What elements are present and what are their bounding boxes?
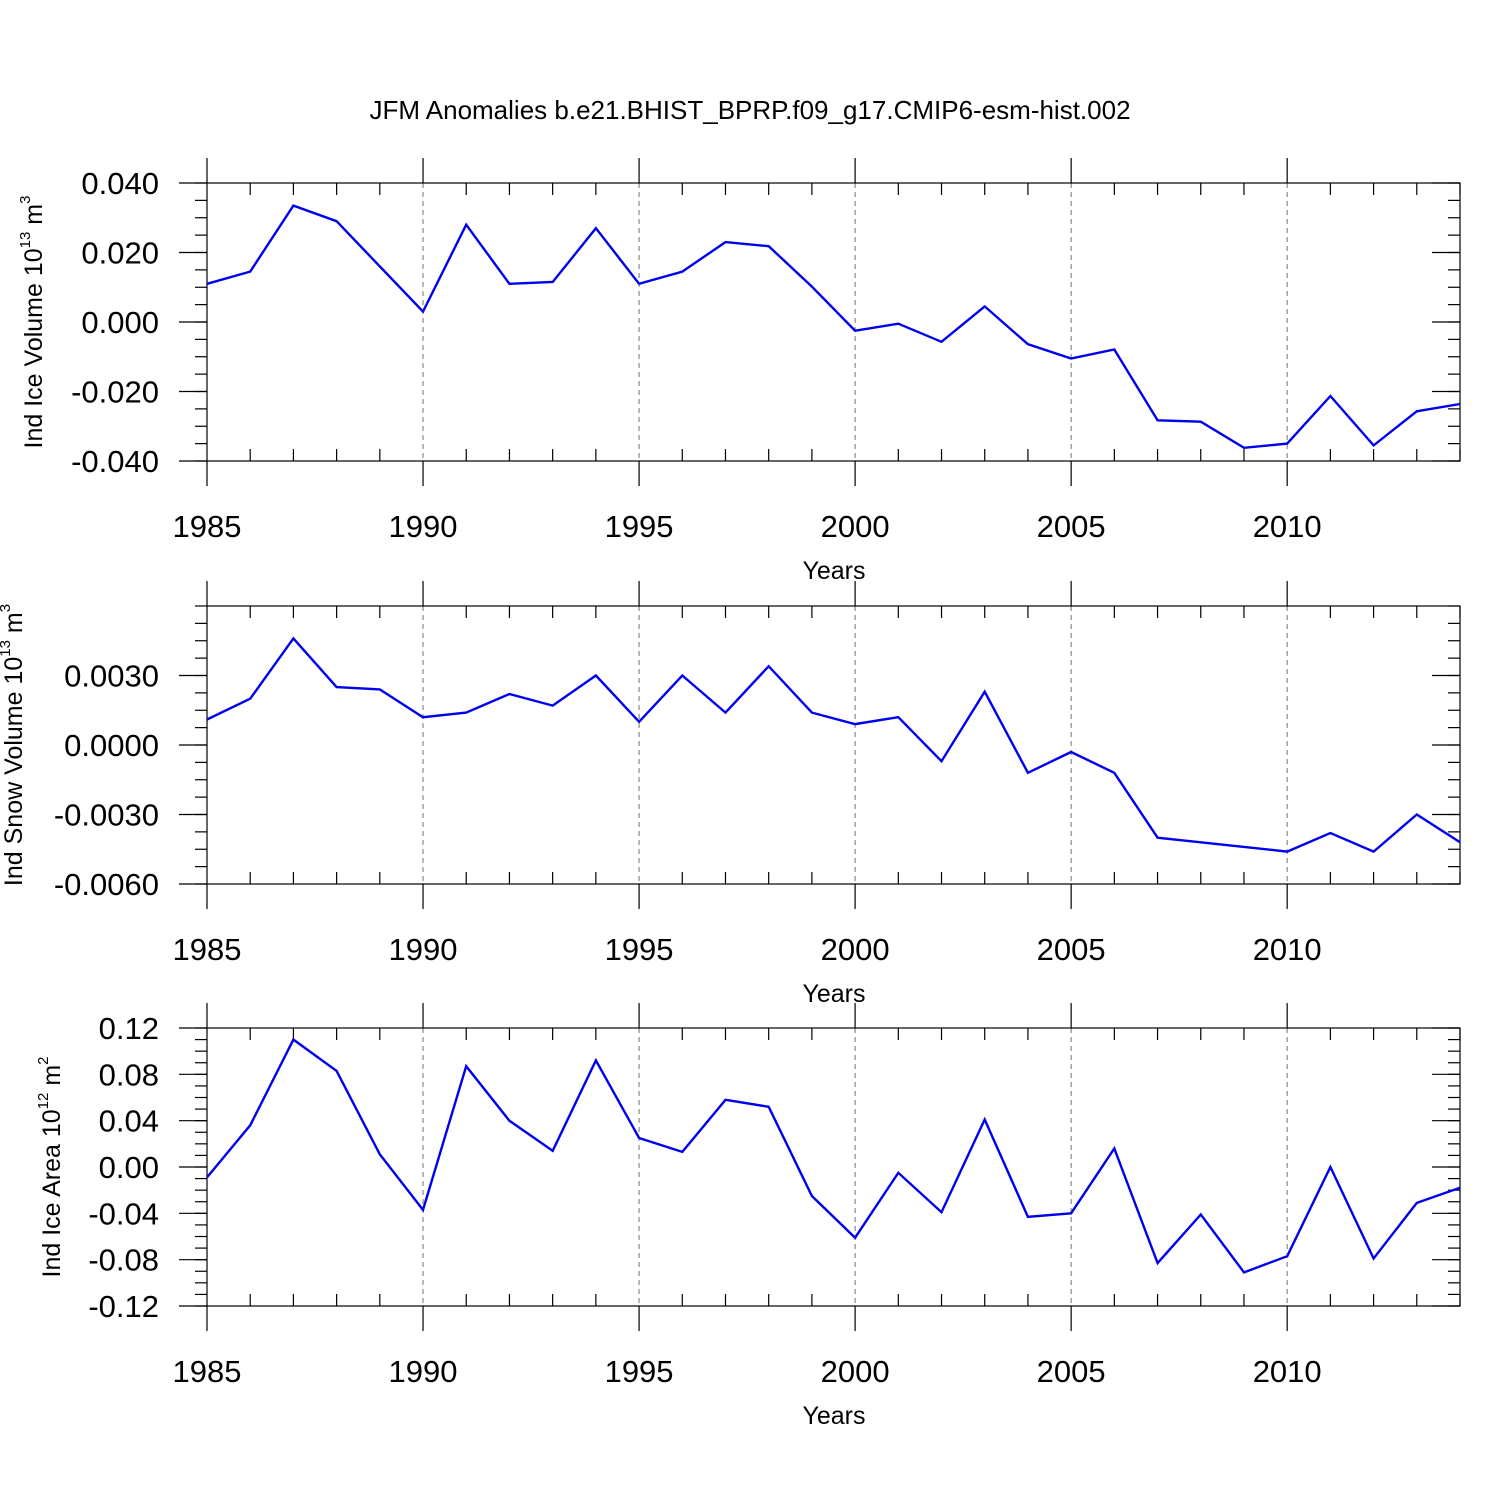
plot-frame <box>206 605 1461 885</box>
y-axis-label: Ind Ice Area 1012 m2 <box>35 1057 66 1278</box>
y-axis-label-text: Ind Snow Volume 10 <box>0 657 28 886</box>
y-axis-label-text: Ind Ice Volume 10 <box>20 248 48 448</box>
y-tick-label: 0.0030 <box>64 659 159 694</box>
y-tick-label: 0.040 <box>81 166 159 201</box>
x-tick-label: 1995 <box>605 932 674 967</box>
x-tick-label: 2000 <box>821 1354 890 1389</box>
y-tick-label: 0.12 <box>99 1011 159 1046</box>
panel-2: 1985 1990 1995 2000 2005 2010 Years 0.0030 0.000… <box>0 581 1461 1008</box>
series-line <box>206 636 1461 853</box>
x-tick-label: 1995 <box>605 1354 674 1389</box>
x-tick-label: 1985 <box>173 1354 242 1389</box>
y-axis-label-unit: m <box>20 204 48 232</box>
y-axis-label-unit-exp: 3 <box>17 196 34 204</box>
y-tick-label: -0.04 <box>88 1196 159 1231</box>
series-line <box>206 1037 1461 1274</box>
y-axis-label-exp: 12 <box>35 1093 52 1110</box>
x-tick-label: 1990 <box>389 932 458 967</box>
x-tick-label: 2010 <box>1253 509 1322 544</box>
y-tick-label: -0.0030 <box>54 798 159 833</box>
y-tick-label: 0.04 <box>99 1104 159 1139</box>
y-axis-label-unit-exp: 2 <box>35 1057 52 1065</box>
x-tick-label: 2000 <box>821 509 890 544</box>
x-tick-label: 1985 <box>173 932 242 967</box>
series-line <box>206 204 1461 450</box>
x-tick-label: 2010 <box>1253 1354 1322 1389</box>
y-tick-label: -0.08 <box>88 1243 159 1278</box>
y-tick-label: 0.00 <box>99 1150 159 1185</box>
plot-frame <box>206 182 1461 462</box>
y-axis-label: Ind Ice Volume 1013 m3 <box>17 196 48 449</box>
x-tick-label: 1985 <box>173 509 242 544</box>
x-axis-label: Years <box>802 1402 865 1430</box>
plot-frame <box>206 1027 1461 1307</box>
x-tick-label: 1990 <box>389 1354 458 1389</box>
y-axis-label-exp: 13 <box>17 232 34 249</box>
y-tick-label: -0.0060 <box>54 867 159 902</box>
panel-3: 1985 1990 1995 2000 2005 2010 Years 0.12 0.08 0.0… <box>35 1003 1461 1430</box>
y-tick-label: 0.020 <box>81 236 159 271</box>
y-axis-label-unit: m <box>38 1065 66 1093</box>
y-tick-label: -0.020 <box>71 375 159 410</box>
figure-title: JFM Anomalies b.e21.BHIST_BPRP.f09_g17.C… <box>369 95 1130 125</box>
y-axis-label: Ind Snow Volume 1013 m3 <box>0 604 28 886</box>
x-tick-label: 2000 <box>821 932 890 967</box>
panel-1: 1985 1990 1995 2000 2005 2010 Years 0.040 0.020 0… <box>17 158 1461 585</box>
y-tick-label: 0.0000 <box>64 728 159 763</box>
y-tick-label: -0.12 <box>88 1289 159 1324</box>
y-tick-label: -0.040 <box>71 444 159 479</box>
x-tick-label: 2005 <box>1037 1354 1106 1389</box>
y-axis-label-unit-exp: 3 <box>0 604 14 612</box>
y-axis-label-exp: 13 <box>0 640 14 657</box>
y-axis-label-unit: m <box>0 612 28 640</box>
x-tick-label: 1990 <box>389 509 458 544</box>
x-tick-label: 2010 <box>1253 932 1322 967</box>
x-axis-label: Years <box>802 980 865 1008</box>
x-tick-label: 2005 <box>1037 509 1106 544</box>
y-tick-label: 0.000 <box>81 305 159 340</box>
y-axis-label-text: Ind Ice Area 10 <box>38 1109 66 1277</box>
x-axis-label: Years <box>802 557 865 585</box>
y-tick-label: 0.08 <box>99 1057 159 1092</box>
x-tick-label: 1995 <box>605 509 674 544</box>
x-tick-label: 2005 <box>1037 932 1106 967</box>
